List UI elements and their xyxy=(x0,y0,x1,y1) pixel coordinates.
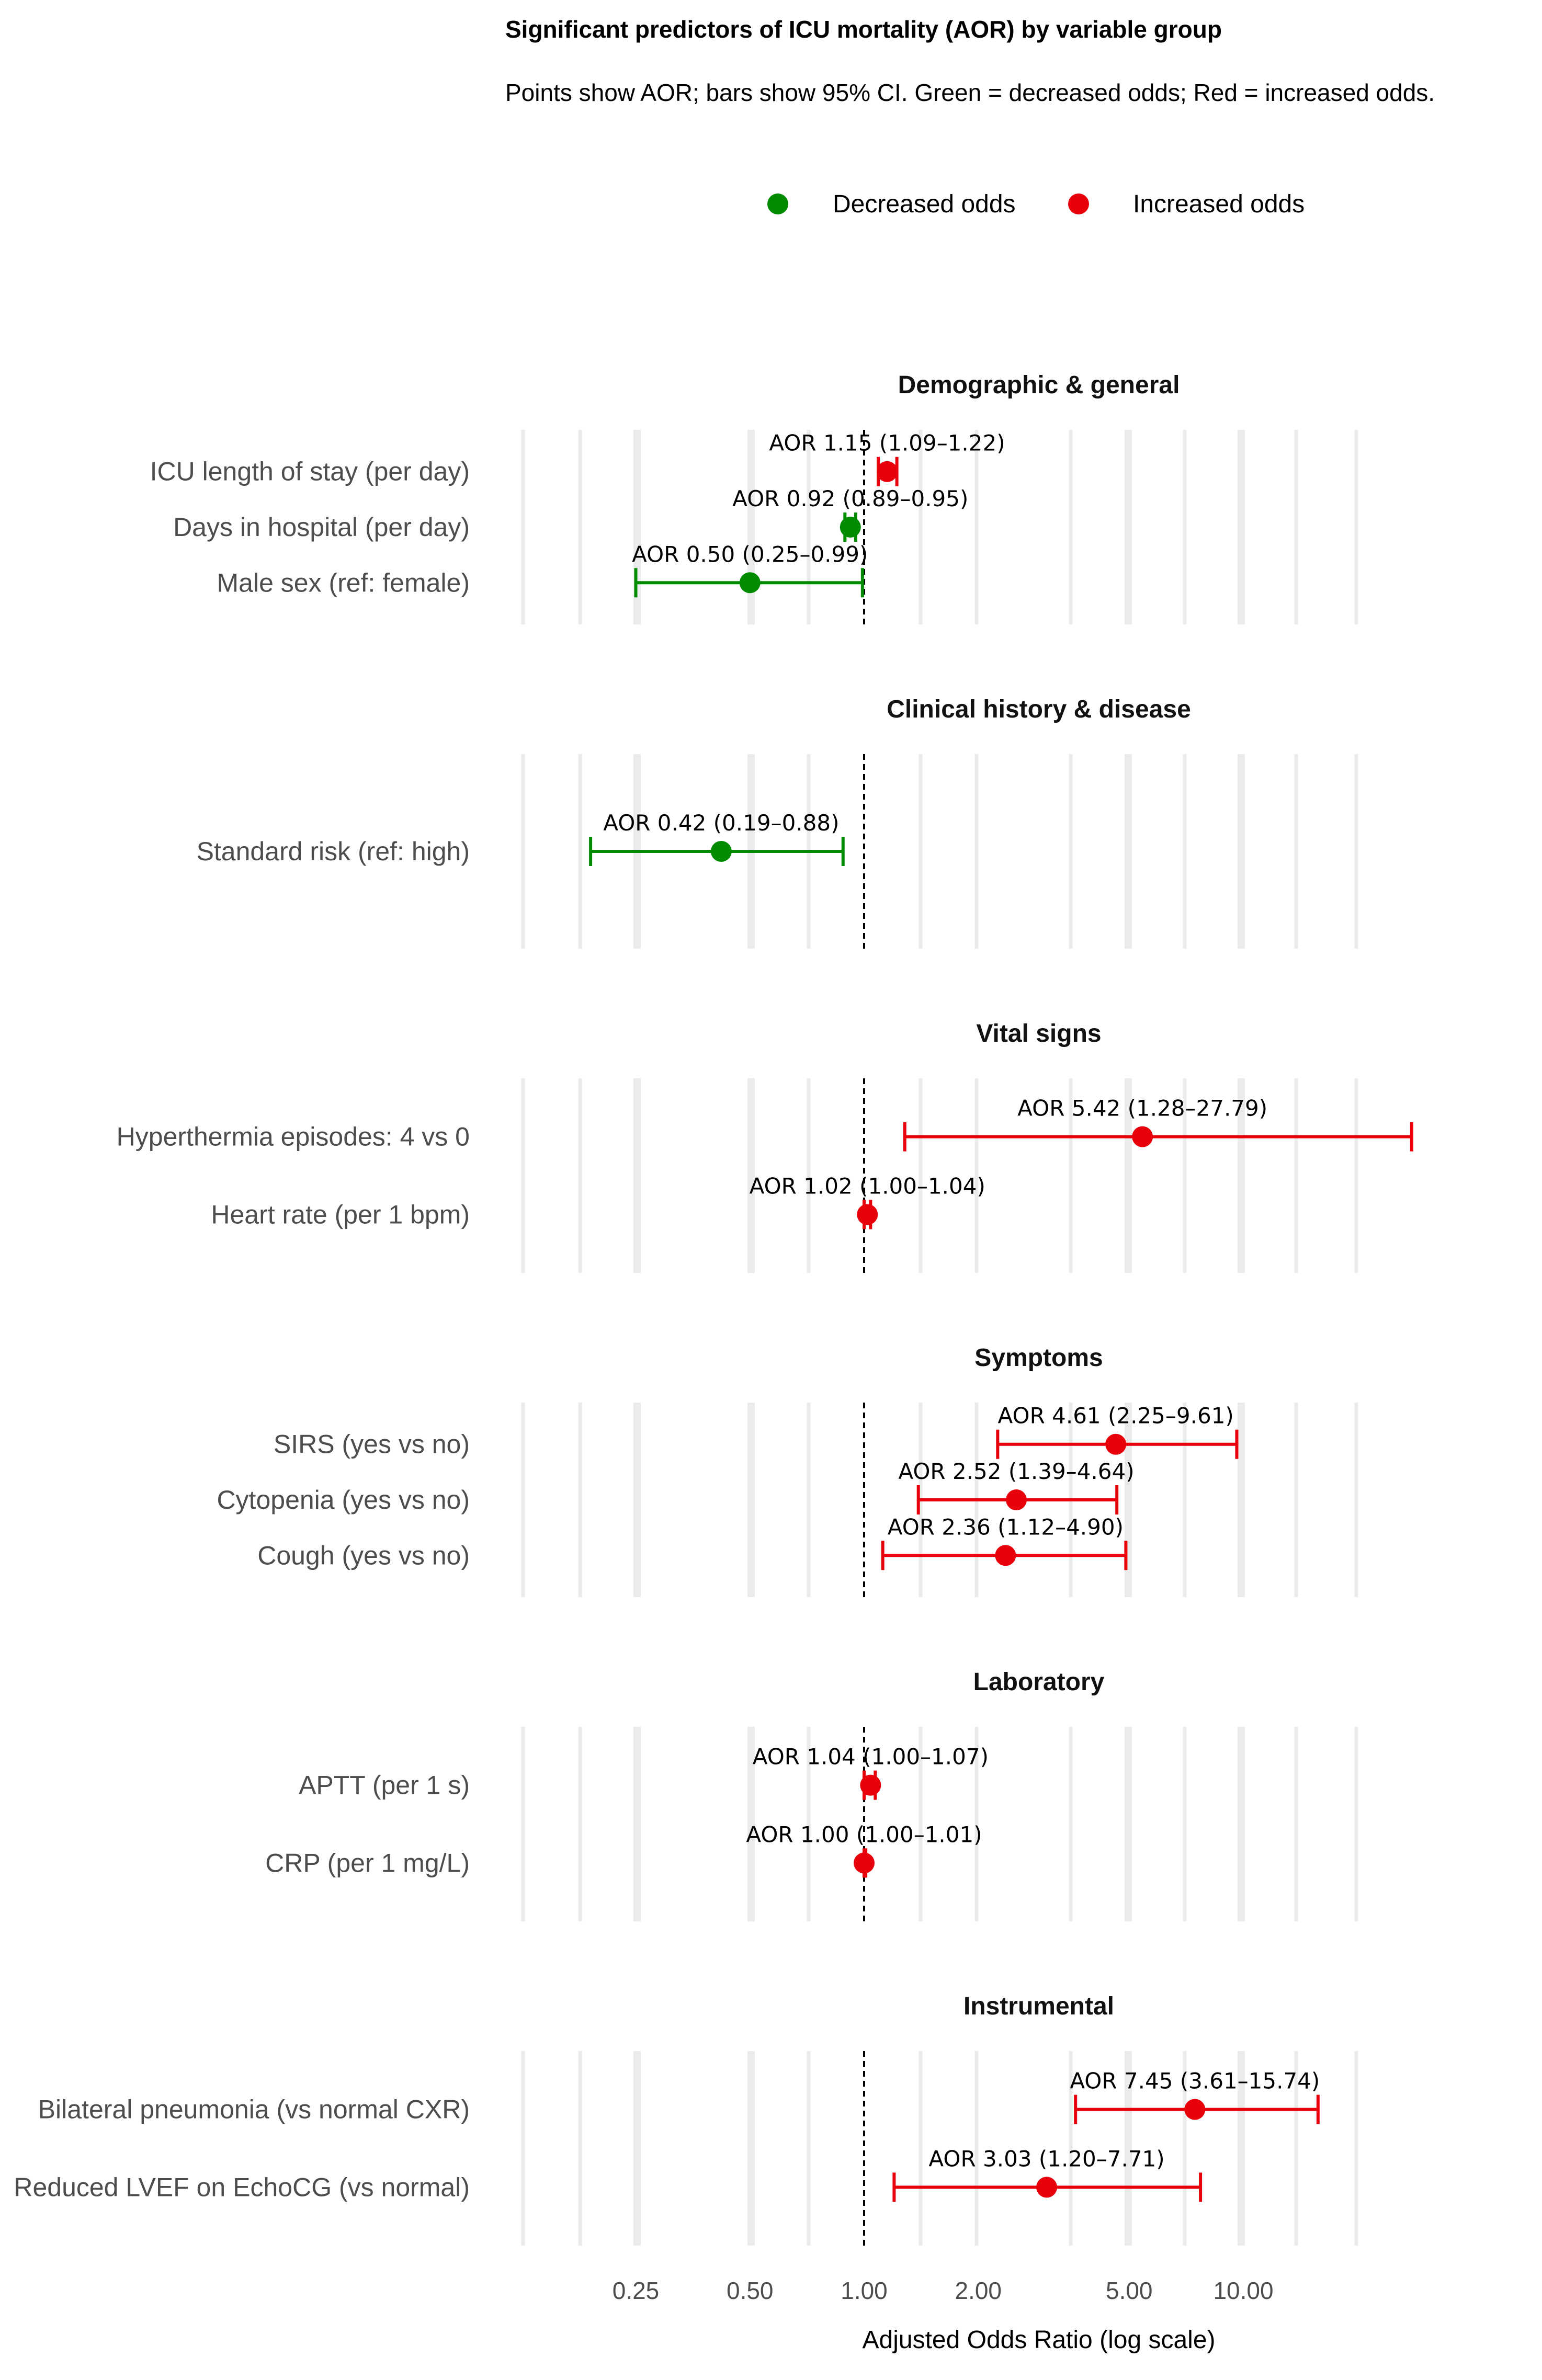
row-label: ICU length of stay (per day) xyxy=(150,457,470,486)
row-sirs-yes-vs-no: SIRS (yes vs no) AOR 4.61 (2.25–9.61) xyxy=(274,1403,1239,1459)
aor-data-label: AOR 1.02 (1.00–1.04) xyxy=(750,1173,985,1199)
x-tick-label: 2.00 xyxy=(955,2277,1002,2304)
row-label: Standard risk (ref: high) xyxy=(197,837,470,866)
row-bilateral-pneumonia-vs-normal-cxr: Bilateral pneumonia (vs normal CXR) AOR 7… xyxy=(38,2068,1320,2124)
row-cytopenia-yes-vs-no: Cytopenia (yes vs no) AOR 2.52 (1.39–4.64… xyxy=(217,1459,1135,1514)
aor-data-label: AOR 1.15 (1.09–1.22) xyxy=(769,430,1005,456)
x-axis: 0.25 0.50 1.00 2.00 5.00 10.00 xyxy=(613,2277,1274,2304)
row-label: Cytopenia (yes vs no) xyxy=(217,1485,470,1514)
panel-symptoms: Symptoms SIRS (yes vs no) AOR 4.61 (2.25–9… xyxy=(217,1344,1358,1597)
aor-point xyxy=(710,841,732,862)
x-tick-label: 1.00 xyxy=(841,2277,888,2304)
row-label: Reduced LVEF on EchoCG (vs normal) xyxy=(14,2172,470,2202)
row-label: SIRS (yes vs no) xyxy=(274,1430,470,1459)
chart-title: Significant predictors of ICU mortality … xyxy=(505,16,1222,43)
panel-instrumental: Instrumental Bilateral pneumonia (vs norm… xyxy=(14,1992,1358,2246)
row-label: CRP (per 1 mg/L) xyxy=(265,1848,470,1877)
aor-point xyxy=(1006,1489,1027,1510)
panel-vital-signs: Vital signs Hyperthermia episodes: 4 vs 0… xyxy=(117,1020,1413,1273)
row-label: Days in hospital (per day) xyxy=(173,513,470,542)
row-label: Male sex (ref: female) xyxy=(217,568,470,597)
panel-title: Instrumental xyxy=(963,1992,1114,2020)
aor-data-label: AOR 4.61 (2.25–9.61) xyxy=(998,1403,1234,1429)
panel-laboratory: Laboratory APTT (per 1 s) AOR 1.04 (1.00–1… xyxy=(265,1668,1358,1921)
x-tick-label: 0.50 xyxy=(727,2277,774,2304)
legend-marker-decreased xyxy=(767,193,788,214)
panels: Demographic & general ICU length of stay … xyxy=(14,371,1413,2246)
aor-point xyxy=(1184,2099,1206,2120)
row-standard-risk-ref-high: Standard risk (ref: high) AOR 0.42 (0.19–… xyxy=(197,810,845,866)
row-heart-rate-per-1-bpm: Heart rate (per 1 bpm) AOR 1.02 (1.00–1.0… xyxy=(211,1173,985,1229)
aor-point xyxy=(854,1852,875,1874)
aor-point xyxy=(840,517,861,538)
panel-clinical-history-disease: Clinical history & disease Standard risk … xyxy=(197,696,1358,949)
row-hyperthermia-episodes-4-vs-0: Hyperthermia episodes: 4 vs 0 AOR 5.42 (1… xyxy=(117,1096,1413,1152)
legend: Decreased odds Increased odds xyxy=(767,190,1305,218)
row-icu-length-of-stay-per-day: ICU length of stay (per day) AOR 1.15 (1.… xyxy=(150,430,1005,486)
row-crp-per-1-mg-l: CRP (per 1 mg/L) AOR 1.00 (1.00–1.01) xyxy=(265,1821,982,1878)
x-tick-label: 10.00 xyxy=(1213,2277,1273,2304)
aor-point xyxy=(877,461,898,482)
panel-title: Demographic & general xyxy=(898,371,1180,399)
panel-demographic-general: Demographic & general ICU length of stay … xyxy=(150,371,1358,624)
aor-data-label: AOR 7.45 (3.61–15.74) xyxy=(1070,2068,1320,2094)
aor-data-label: AOR 3.03 (1.20–7.71) xyxy=(928,2146,1164,2171)
aor-data-label: AOR 0.92 (0.89–0.95) xyxy=(732,486,968,511)
aor-point xyxy=(1132,1126,1153,1147)
aor-data-label: AOR 1.00 (1.00–1.01) xyxy=(746,1821,982,1847)
aor-data-label: AOR 2.52 (1.39–4.64) xyxy=(898,1459,1134,1484)
panel-title: Clinical history & disease xyxy=(887,696,1191,723)
row-label: Heart rate (per 1 bpm) xyxy=(211,1200,470,1229)
row-label: APTT (per 1 s) xyxy=(299,1771,470,1800)
chart-subtitle: Points show AOR; bars show 95% CI. Green… xyxy=(505,79,1435,106)
panel-title: Vital signs xyxy=(976,1020,1101,1047)
legend-label-increased: Increased odds xyxy=(1133,190,1305,218)
panel-title: Symptoms xyxy=(974,1344,1103,1372)
aor-point xyxy=(860,1774,881,1796)
aor-point xyxy=(1105,1433,1127,1455)
legend-label-decreased: Decreased odds xyxy=(833,190,1016,218)
row-label: Hyperthermia episodes: 4 vs 0 xyxy=(117,1122,470,1152)
x-tick-label: 0.25 xyxy=(613,2277,660,2304)
row-aptt-per-1-s: APTT (per 1 s) AOR 1.04 (1.00–1.07) xyxy=(299,1744,989,1800)
row-male-sex-ref-female: Male sex (ref: female) AOR 0.50 (0.25–0.9… xyxy=(217,541,868,598)
row-label: Bilateral pneumonia (vs normal CXR) xyxy=(38,2095,470,2124)
aor-point xyxy=(995,1545,1016,1566)
aor-data-label: AOR 2.36 (1.12–4.90) xyxy=(888,1514,1124,1540)
aor-point xyxy=(739,572,761,594)
legend-marker-increased xyxy=(1068,193,1089,214)
aor-data-label: AOR 0.50 (0.25–0.99) xyxy=(632,541,868,567)
x-tick-label: 5.00 xyxy=(1106,2277,1153,2304)
aor-data-label: AOR 0.42 (0.19–0.88) xyxy=(603,810,839,836)
panel-title: Laboratory xyxy=(973,1668,1105,1696)
x-axis-title: Adjusted Odds Ratio (log scale) xyxy=(863,2326,1216,2354)
aor-point xyxy=(857,1204,878,1225)
row-reduced-lvef-on-echocg-vs-normal: Reduced LVEF on EchoCG (vs normal) AOR 3.… xyxy=(14,2146,1203,2202)
row-label: Cough (yes vs no) xyxy=(257,1541,470,1570)
row-cough-yes-vs-no: Cough (yes vs no) AOR 2.36 (1.12–4.90) xyxy=(257,1514,1128,1570)
row-days-in-hospital-per-day: Days in hospital (per day) AOR 0.92 (0.89… xyxy=(173,486,968,542)
aor-data-label: AOR 1.04 (1.00–1.07) xyxy=(753,1744,989,1770)
aor-point xyxy=(1036,2177,1058,2198)
aor-data-label: AOR 5.42 (1.28–27.79) xyxy=(1017,1096,1267,1121)
